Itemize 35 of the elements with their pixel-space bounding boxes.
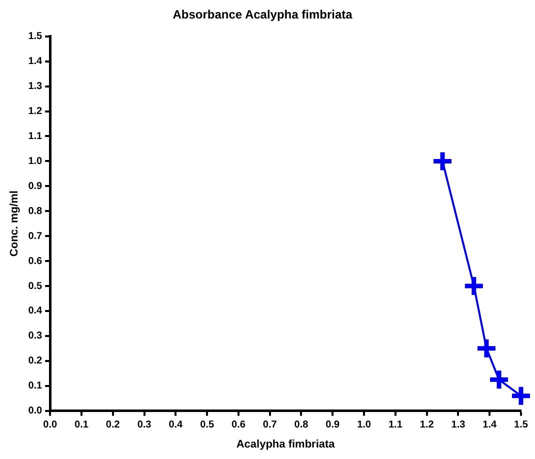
y-tick-label: 0.1 [28, 380, 43, 392]
x-tick-label: 0.5 [200, 420, 214, 431]
x-tick-label: 0.4 [168, 420, 184, 431]
x-tick-label: 1.2 [420, 420, 434, 431]
y-tick-label: 1.5 [28, 31, 43, 42]
x-tick-label: 0.7 [262, 420, 278, 431]
y-tick-label: 1.1 [28, 130, 43, 142]
y-tick-label: 0.9 [28, 180, 43, 192]
y-tick-label: 1.0 [28, 156, 43, 167]
y-tick-label: 1.2 [28, 106, 43, 118]
x-tick-label: 1.4 [482, 420, 497, 431]
y-tick-label: 0.4 [28, 306, 43, 317]
y-tick-label: 0.5 [28, 280, 43, 292]
y-tick-label: 0.0 [28, 406, 43, 417]
x-tick-label: 0.8 [294, 420, 309, 431]
y-tick-label: 0.6 [28, 256, 43, 267]
x-tick-label: 1.1 [388, 420, 403, 431]
x-axis-title: Acalypha fimbriata [236, 438, 336, 450]
x-tick-label: 0.2 [106, 420, 120, 431]
x-tick-label: 0.9 [326, 420, 340, 431]
x-tick-label: 1.3 [451, 420, 466, 431]
x-tick-label: 0.6 [232, 420, 246, 431]
y-tick-label: 1.4 [28, 56, 43, 68]
chart-title: Absorbance Acalypha fimbriata [172, 8, 353, 22]
x-tick-label: 1.5 [514, 420, 528, 431]
x-tick-label: 0.3 [137, 420, 152, 431]
x-tick-label: 1.0 [357, 420, 372, 431]
y-tick-label: 0.7 [28, 230, 43, 242]
y-axis-title: Conc. mg/ml [8, 190, 21, 257]
y-tick-label: 1.3 [28, 81, 43, 92]
y-tick-label: 0.2 [28, 356, 43, 367]
x-tick-label: 0.1 [74, 420, 89, 431]
y-tick-label: 0.8 [28, 206, 43, 217]
y-tick-label: 0.3 [28, 330, 43, 342]
x-tick-label: 0.0 [43, 420, 58, 431]
